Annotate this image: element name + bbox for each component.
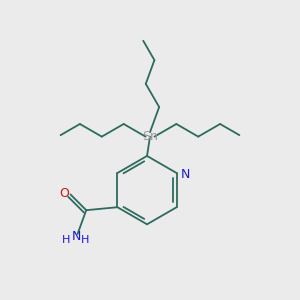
Text: Sn: Sn <box>142 130 158 143</box>
Text: H: H <box>62 236 70 245</box>
Text: N: N <box>71 230 81 243</box>
Text: H: H <box>81 236 89 245</box>
Text: N: N <box>180 168 190 181</box>
Text: O: O <box>59 187 69 200</box>
